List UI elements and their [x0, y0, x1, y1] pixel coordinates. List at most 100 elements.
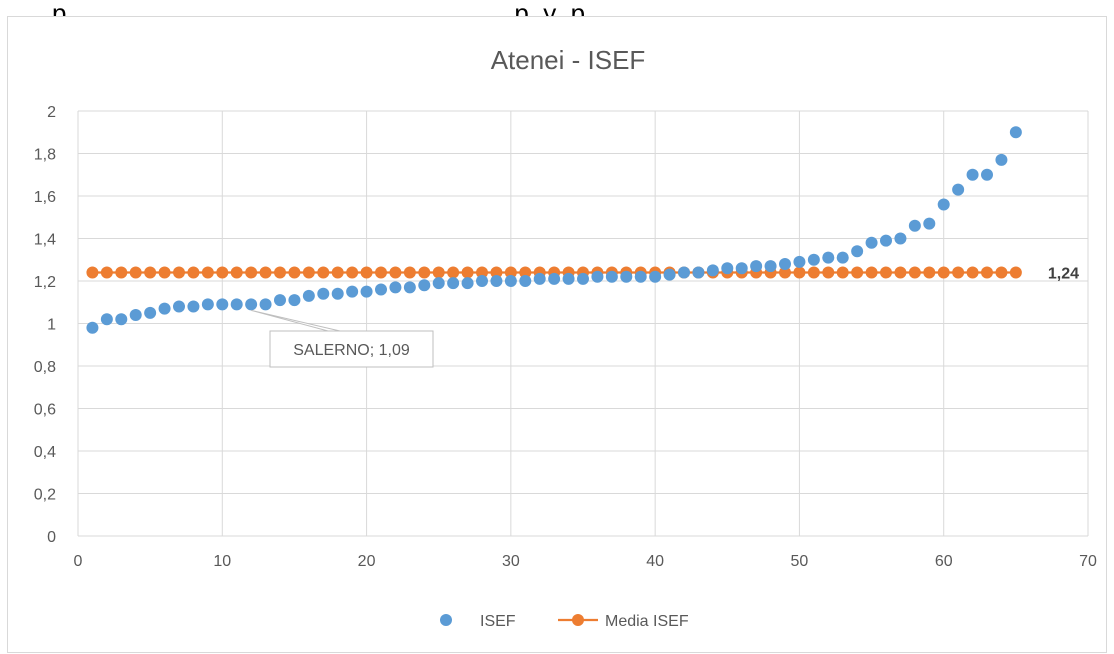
isef-point [360, 285, 373, 298]
y-tick-label: 0,6 [34, 402, 56, 419]
media-isef-point [793, 266, 806, 279]
x-tick-label: 50 [791, 553, 809, 570]
y-tick-label: 1,8 [34, 147, 56, 164]
isef-point [245, 298, 258, 311]
isef-point [230, 298, 243, 311]
chart-area: Atenei - ISEF 0 0,2 0,4 0,6 0,8 1 1,2 1,4 1,6 1,8… [7, 16, 1107, 653]
isef-point [173, 300, 185, 313]
y-tick-label: 0,2 [34, 487, 56, 504]
isef-point [692, 266, 705, 279]
isef-point [432, 277, 445, 290]
media-isef-point [880, 266, 892, 279]
isef-point [807, 253, 820, 266]
isef-point [548, 272, 561, 285]
isef-point [678, 266, 690, 279]
isef-point [836, 251, 849, 264]
media-isef-point [1009, 266, 1022, 279]
isef-point [865, 236, 878, 249]
x-tick-label: 20 [358, 553, 376, 570]
isef-point [822, 251, 835, 264]
media-value-label: 1,24 [1048, 266, 1079, 283]
media-isef-point [230, 266, 243, 279]
media-isef-point [779, 266, 791, 279]
media-isef-point [476, 266, 488, 279]
isef-point [562, 272, 575, 285]
isef-point [100, 313, 113, 326]
media-isef-point [432, 266, 445, 279]
media-isef-point [403, 266, 416, 279]
media-isef-point [216, 266, 229, 279]
y-tick-label: 1 [47, 317, 56, 334]
media-isef-point [822, 266, 835, 279]
media-isef-point [115, 266, 128, 279]
media-isef-point [966, 266, 979, 279]
media-isef-point [418, 266, 431, 279]
media-isef-point [908, 266, 921, 279]
chart-svg: Atenei - ISEF 0 0,2 0,4 0,6 0,8 1 1,2 1,4 1,6 1,8… [34, 45, 1097, 630]
callout-pointer [251, 309, 341, 332]
isef-point [504, 275, 517, 287]
isef-point [317, 287, 330, 300]
y-tick-label: 0,8 [34, 359, 56, 376]
legend-isef-label: ISEF [480, 613, 516, 630]
isef-point [418, 279, 431, 292]
media-isef-point [504, 266, 517, 279]
media-isef-point [461, 266, 474, 279]
y-tick-label: 1,4 [34, 232, 56, 249]
series-isef [86, 126, 1022, 334]
isef-point [490, 275, 503, 287]
media-isef-point [389, 266, 402, 279]
media-isef-point [360, 266, 373, 279]
media-isef-point [129, 266, 142, 279]
isef-point [764, 260, 777, 273]
media-isef-point [201, 266, 214, 279]
media-isef-point [894, 266, 907, 279]
media-isef-point [995, 266, 1008, 279]
media-isef-point [173, 266, 185, 279]
media-isef-point [375, 266, 387, 279]
isef-point [331, 287, 344, 300]
media-isef-point [952, 266, 965, 279]
media-isef-point [937, 266, 950, 279]
isef-point [375, 283, 387, 296]
y-tick-label: 2 [47, 104, 56, 121]
media-isef-point [274, 266, 286, 279]
media-isef-point [86, 266, 99, 279]
y-tick-label: 0 [47, 529, 56, 546]
isef-point [129, 309, 142, 321]
media-isef-point [865, 266, 878, 279]
isef-point [663, 268, 676, 281]
media-isef-point [302, 266, 315, 279]
legend-media-label: Media ISEF [605, 613, 689, 630]
x-tick-label: 60 [935, 553, 953, 570]
isef-point [1009, 126, 1022, 139]
isef-point [144, 306, 157, 319]
isef-point [981, 168, 993, 181]
top-clipped-text: p p y p [0, 0, 1114, 16]
isef-point [274, 294, 286, 307]
isef-point [649, 270, 662, 283]
x-tick-label: 70 [1079, 553, 1097, 570]
isef-point [86, 321, 99, 334]
x-tick-label: 40 [646, 553, 664, 570]
isef-point [302, 289, 315, 302]
isef-point [966, 168, 979, 181]
media-isef-point [981, 266, 993, 279]
isef-point [952, 183, 965, 196]
callout-box [269, 330, 434, 368]
top-clipped-text-glyphs: p p y p [52, 0, 585, 16]
isef-point [779, 258, 791, 270]
isef-point [894, 232, 907, 245]
media-isef-point [187, 266, 200, 279]
media-isef-point [490, 266, 503, 279]
media-isef-point [836, 266, 849, 279]
y-tick-label: 0,4 [34, 444, 56, 461]
isef-point [735, 262, 748, 275]
media-isef-point [245, 266, 258, 279]
media-isef-point [144, 266, 157, 279]
x-tick-label: 30 [502, 553, 520, 570]
isef-point [750, 260, 763, 273]
legend-media-marker [572, 614, 584, 626]
isef-point [216, 298, 229, 311]
y-tick-label: 1,6 [34, 189, 56, 206]
